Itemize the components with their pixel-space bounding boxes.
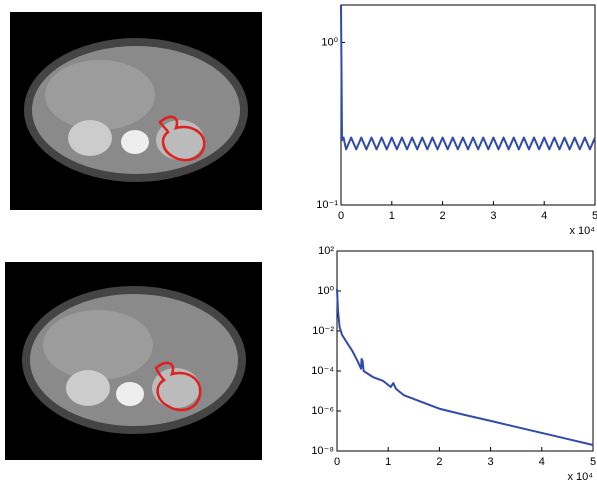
x-tick-label: 1	[389, 210, 395, 222]
x-tick-label: 2	[436, 456, 442, 468]
y-tick-label: 10⁻⁴	[311, 365, 334, 377]
y-tick-label: 10⁰	[321, 36, 338, 48]
x-tick-label: 5	[590, 456, 596, 468]
x-tick-label: 3	[490, 210, 496, 222]
x-tick-label: 3	[488, 456, 494, 468]
ct-image-top	[10, 12, 262, 210]
y-tick-label: 10⁻⁶	[311, 405, 334, 417]
x-tick-label: 0	[338, 210, 344, 222]
y-tick-label: 10²	[318, 245, 334, 257]
data-line	[340, 4, 596, 151]
ct-image-bottom	[5, 262, 262, 460]
plot-frame	[336, 250, 594, 452]
x-tick-label: 4	[541, 210, 547, 222]
y-tick-label: 10⁻²	[312, 325, 334, 337]
x-tick-label: 1	[385, 456, 391, 468]
y-tick-label: 10⁻⁸	[311, 445, 334, 457]
plot-frame	[340, 4, 596, 206]
x-tick-label: 4	[539, 456, 545, 468]
y-tick-label: 10⁻¹	[316, 199, 338, 211]
data-line	[336, 288, 594, 446]
x-multiplier: x 10⁴	[567, 471, 593, 483]
x-tick-label: 0	[334, 456, 340, 468]
x-tick-label: 5	[592, 210, 597, 222]
y-tick-label: 10⁰	[317, 285, 334, 297]
x-multiplier: x 10⁴	[569, 225, 595, 237]
x-tick-label: 2	[440, 210, 446, 222]
